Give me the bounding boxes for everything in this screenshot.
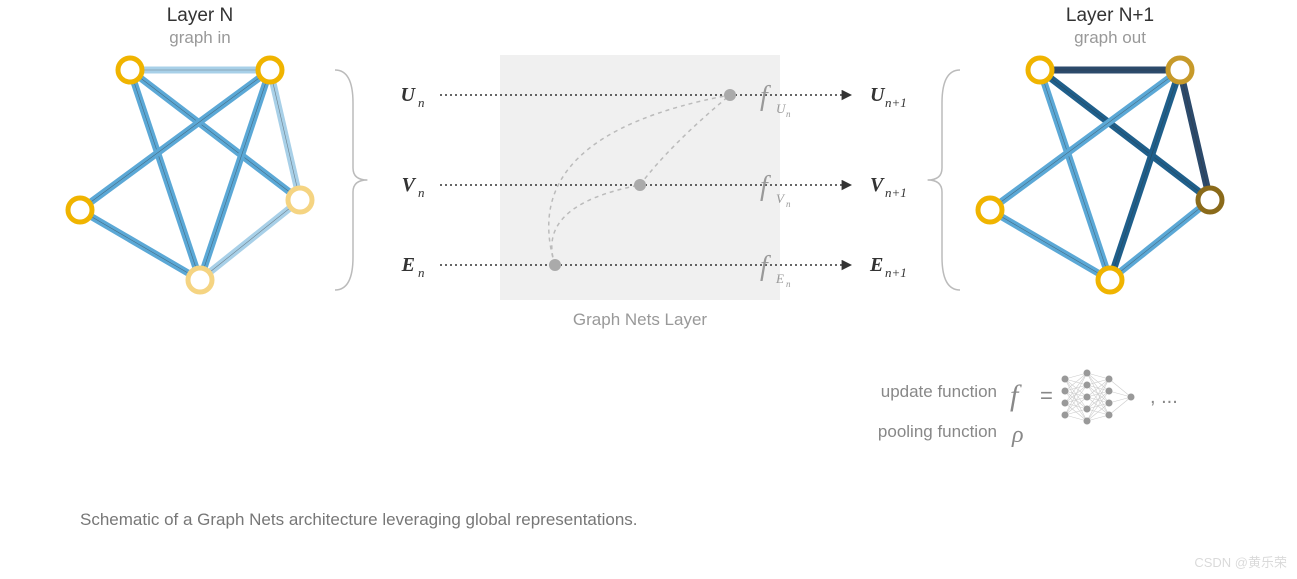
layer-node-icon — [634, 179, 646, 191]
row-out-label: U — [870, 84, 886, 106]
nn-node-icon — [1106, 376, 1113, 383]
row-in-sub: n — [418, 265, 425, 280]
layer-node-icon — [724, 89, 736, 101]
nn-node-icon — [1106, 388, 1113, 395]
graph-in-node-icon — [68, 198, 92, 222]
func-subsub: n — [786, 199, 791, 209]
nn-node-icon — [1106, 412, 1113, 419]
brace-right-icon — [928, 70, 960, 290]
legend-tail: , ... — [1150, 386, 1178, 408]
nn-node-icon — [1062, 412, 1069, 419]
layer-node-icon — [549, 259, 561, 271]
graph-out-node-icon — [1028, 58, 1052, 82]
graph-in-node-icon — [188, 268, 212, 292]
caption-text: Schematic of a Graph Nets architecture l… — [80, 510, 638, 530]
row-out-sub: n+1 — [885, 265, 907, 280]
row-out-sub: n+1 — [885, 95, 907, 110]
nn-node-icon — [1084, 370, 1091, 377]
nn-node-icon — [1084, 394, 1091, 401]
graph-nets-layer-box — [500, 55, 780, 300]
graph-in-node-icon — [258, 58, 282, 82]
nn-node-icon — [1062, 376, 1069, 383]
legend-f-symbol: f — [1010, 379, 1022, 412]
graph-in-node-icon — [288, 188, 312, 212]
legend-eq: = — [1040, 383, 1053, 408]
diagram-canvas: UnfUnUn+1VnfVnVn+1EnfEnEn+1f=, ...ρ — [0, 0, 1297, 579]
row-in-sub: n — [418, 185, 425, 200]
row-out-sub: n+1 — [885, 185, 907, 200]
nn-node-icon — [1084, 382, 1091, 389]
nn-node-icon — [1062, 388, 1069, 395]
func-subsub: n — [786, 109, 791, 119]
graph-out-node-icon — [978, 198, 1002, 222]
row-in-label: U — [401, 84, 417, 106]
row-out-label: V — [870, 174, 885, 196]
graph-in-node-icon — [118, 58, 142, 82]
graph-out-node-icon — [1168, 58, 1192, 82]
legend-pool-label: pooling function — [878, 422, 997, 442]
graph-out-node-icon — [1198, 188, 1222, 212]
graph-out-edge-core — [990, 70, 1180, 210]
row-in-label: E — [401, 254, 415, 276]
row-in-label: V — [402, 174, 417, 196]
nn-node-icon — [1106, 400, 1113, 407]
brace-left-icon — [335, 70, 367, 290]
watermark-text: CSDN @黄乐荣 — [1194, 552, 1287, 571]
nn-node-icon — [1084, 418, 1091, 425]
nn-node-icon — [1062, 400, 1069, 407]
func-subsub: n — [786, 279, 791, 289]
func-sub: E — [775, 271, 784, 286]
func-sub: V — [776, 191, 786, 206]
graph-out-node-icon — [1098, 268, 1122, 292]
row-in-sub: n — [418, 95, 425, 110]
legend-rho-symbol: ρ — [1011, 422, 1024, 448]
graph-in-edge-core — [80, 70, 270, 210]
mid-label: Graph Nets Layer — [500, 310, 780, 330]
nn-node-icon — [1084, 406, 1091, 413]
nn-node-icon — [1128, 394, 1135, 401]
row-out-label: E — [869, 254, 883, 276]
legend-update-label: update function — [881, 382, 997, 402]
